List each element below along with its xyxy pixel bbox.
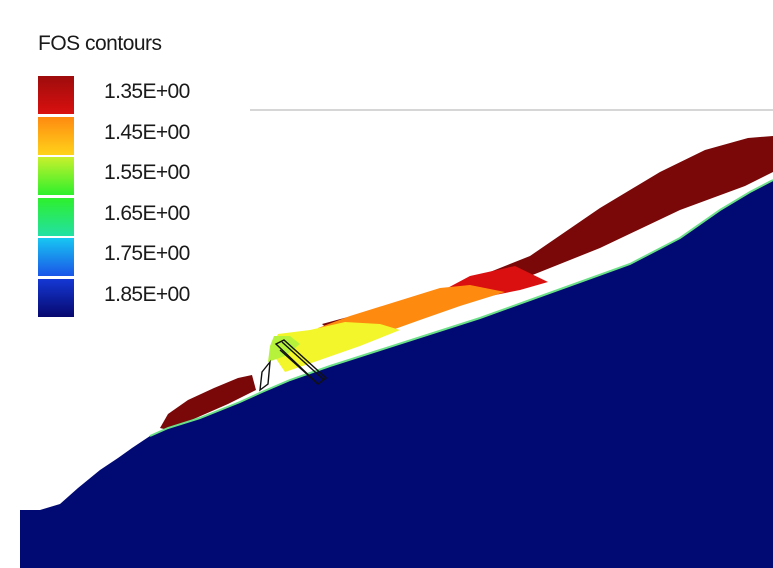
legend-label: 1.55E+00 — [104, 161, 190, 184]
legend-swatch — [38, 157, 74, 195]
legend-title: FOS contours — [38, 32, 162, 55]
legend-label: 1.85E+00 — [104, 282, 190, 306]
legend-label: 1.35E+00 — [104, 80, 190, 103]
legend-swatch — [38, 197, 74, 236]
slip-zone-yellow — [270, 322, 400, 372]
legend-swatch — [38, 116, 74, 155]
fos-legend: FOS contours 1.35E+00 1.45E+00 1.55E+00 1.6… — [30, 28, 252, 317]
legend-swatch — [38, 278, 74, 317]
bedrock-mass — [20, 180, 773, 568]
legend-label: 1.75E+00 — [104, 242, 190, 265]
slope-boundary-line — [149, 179, 773, 437]
slip-zone-lower-red — [160, 375, 256, 430]
retaining-structure — [259, 339, 328, 392]
slip-zone-upper-red — [322, 136, 773, 340]
legend-swatch — [38, 76, 74, 114]
slip-zone-green — [268, 336, 300, 362]
legend-label: 1.45E+00 — [104, 120, 190, 144]
legend-swatch — [38, 238, 74, 276]
legend-label: 1.65E+00 — [104, 201, 190, 225]
